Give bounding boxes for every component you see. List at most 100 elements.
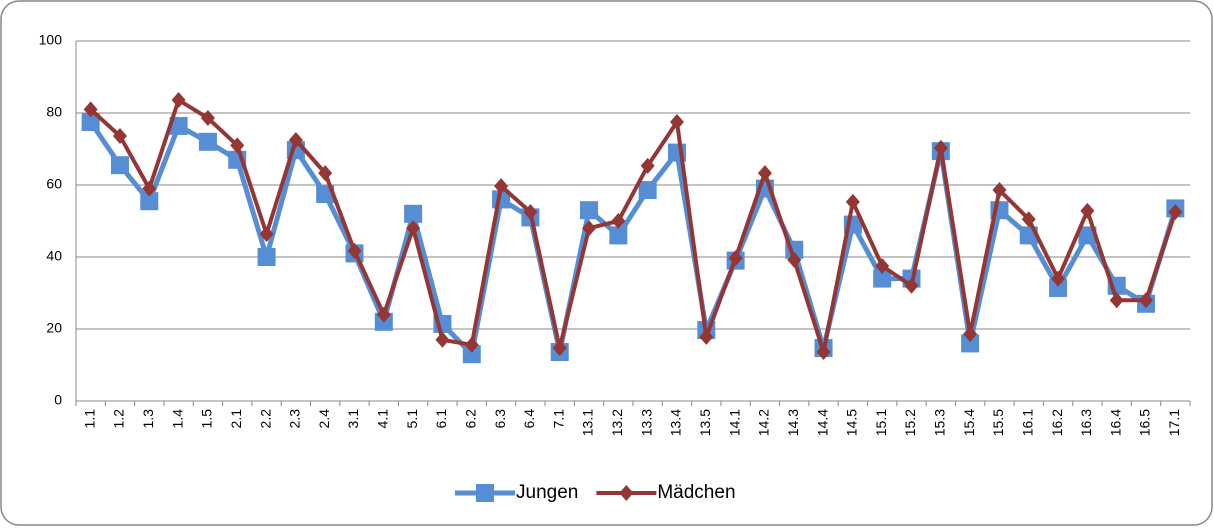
y-tick-label: 20 bbox=[46, 320, 62, 336]
data-point bbox=[259, 225, 274, 242]
series-line bbox=[89, 98, 1178, 355]
x-tick-label: 1.5 bbox=[199, 409, 215, 429]
x-tick-label: 2.3 bbox=[287, 409, 303, 429]
x-tick-label: 6.3 bbox=[492, 409, 508, 429]
x-tick-label: 15.5 bbox=[990, 409, 1006, 436]
x-tick-label: 16.1 bbox=[1019, 409, 1035, 436]
x-tick-label: 1.2 bbox=[111, 409, 127, 429]
data-point bbox=[609, 226, 628, 245]
data-point bbox=[873, 269, 892, 288]
x-tick-label: 16.2 bbox=[1049, 409, 1065, 436]
x-tick-label: 14.4 bbox=[814, 409, 830, 436]
x-tick-label: 15.1 bbox=[873, 409, 889, 436]
data-point bbox=[142, 180, 157, 197]
data-point bbox=[757, 165, 772, 182]
data-point bbox=[611, 213, 626, 229]
data-point bbox=[169, 116, 188, 135]
legend-label: Mädchen bbox=[657, 482, 735, 503]
data-point bbox=[110, 156, 129, 175]
data-point bbox=[787, 251, 802, 268]
x-tick-label: 17.1 bbox=[1166, 409, 1182, 436]
data-point bbox=[933, 139, 948, 156]
data-point bbox=[257, 248, 276, 266]
data-point bbox=[1109, 292, 1124, 309]
data-point bbox=[1021, 211, 1036, 228]
x-tick-label: 14.3 bbox=[785, 409, 801, 436]
data-point bbox=[523, 204, 538, 220]
data-point bbox=[1168, 204, 1183, 220]
data-point bbox=[580, 201, 599, 220]
series-line bbox=[88, 120, 1178, 357]
x-tick-label: 4.1 bbox=[375, 409, 391, 429]
data-point bbox=[83, 101, 98, 118]
data-point bbox=[640, 157, 655, 174]
data-point bbox=[435, 331, 450, 348]
data-point bbox=[198, 132, 217, 151]
x-tick-label: 16.3 bbox=[1078, 409, 1094, 436]
x-tick-label: 2.4 bbox=[316, 409, 332, 429]
x-tick-label: 13.2 bbox=[609, 409, 625, 436]
x-tick-label: 15.4 bbox=[961, 409, 977, 436]
data-point bbox=[552, 340, 567, 357]
x-tick-label: 13.4 bbox=[668, 409, 684, 436]
data-point bbox=[638, 181, 657, 200]
x-tick-label: 13.3 bbox=[638, 409, 654, 436]
data-point bbox=[816, 344, 831, 361]
legend-marker bbox=[619, 485, 634, 501]
y-tick-label: 80 bbox=[46, 104, 62, 120]
data-point bbox=[140, 192, 159, 211]
y-tick-label: 0 bbox=[54, 392, 62, 408]
x-tick-label: 16.5 bbox=[1137, 409, 1153, 436]
data-point bbox=[961, 334, 980, 353]
data-point bbox=[200, 110, 215, 127]
data-point bbox=[406, 220, 421, 237]
y-tick-label: 40 bbox=[46, 248, 62, 264]
x-tick-label: 6.1 bbox=[433, 409, 449, 429]
x-tick-label: 14.1 bbox=[726, 409, 742, 436]
data-point bbox=[112, 128, 127, 145]
data-point bbox=[845, 193, 860, 210]
x-tick-label: 15.2 bbox=[902, 409, 918, 436]
x-tick-label: 14.2 bbox=[756, 409, 772, 436]
legend-label: Jungen bbox=[516, 482, 578, 503]
data-point bbox=[318, 165, 333, 182]
data-point bbox=[230, 137, 245, 154]
x-tick-label: 2.2 bbox=[257, 409, 273, 429]
data-point bbox=[81, 113, 100, 131]
data-point bbox=[1139, 292, 1154, 309]
x-tick-label: 3.1 bbox=[345, 409, 361, 429]
x-tick-label: 13.5 bbox=[697, 409, 713, 436]
data-point bbox=[728, 250, 743, 267]
x-tick-label: 14.5 bbox=[844, 409, 860, 436]
data-point bbox=[464, 336, 479, 353]
data-point bbox=[494, 178, 509, 195]
x-tick-label: 16.4 bbox=[1107, 409, 1123, 436]
data-point bbox=[669, 114, 684, 130]
x-tick-label: 6.2 bbox=[462, 409, 478, 429]
y-tick-label: 100 bbox=[39, 32, 63, 48]
x-tick-label: 1.3 bbox=[140, 409, 156, 429]
data-point bbox=[1080, 202, 1095, 219]
x-tick-label: 2.1 bbox=[228, 409, 244, 429]
data-point bbox=[992, 182, 1007, 199]
x-tick-label: 15.3 bbox=[932, 409, 948, 436]
x-tick-label: 1.1 bbox=[81, 409, 97, 429]
data-point bbox=[288, 132, 303, 148]
x-tick-label: 1.4 bbox=[169, 409, 185, 429]
data-point bbox=[171, 92, 186, 109]
y-tick-label: 60 bbox=[46, 176, 62, 192]
data-point bbox=[582, 220, 597, 237]
legend-marker bbox=[476, 484, 494, 502]
data-point bbox=[404, 204, 423, 223]
data-point bbox=[1051, 270, 1066, 287]
x-tick-label: 7.1 bbox=[550, 409, 566, 429]
data-point bbox=[462, 345, 481, 364]
data-point bbox=[904, 277, 919, 294]
x-tick-label: 13.1 bbox=[580, 409, 596, 436]
data-point bbox=[376, 306, 391, 323]
x-tick-label: 5.1 bbox=[404, 409, 420, 429]
data-point bbox=[875, 258, 890, 274]
data-point bbox=[699, 328, 714, 345]
